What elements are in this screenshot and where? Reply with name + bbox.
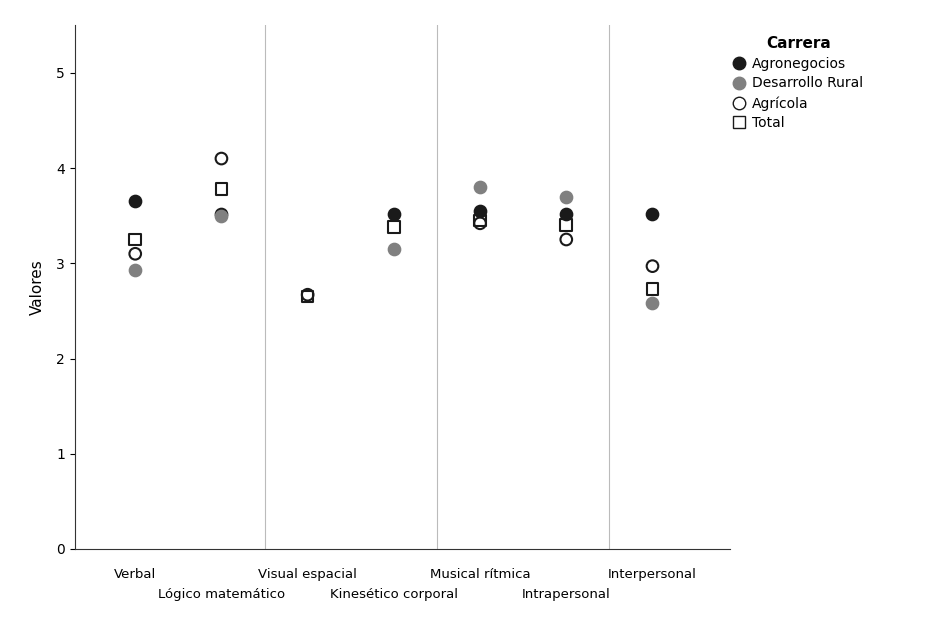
Point [473,218,488,228]
Text: Intrapersonal: Intrapersonal [522,588,610,601]
Text: Verbal: Verbal [114,569,156,581]
Point [645,298,660,309]
Point [127,235,142,245]
Text: Interpersonal: Interpersonal [608,569,697,581]
Point [214,153,229,163]
Point [300,292,315,302]
Point [214,184,229,194]
Point [127,249,142,259]
Point [645,261,660,271]
Point [387,244,402,254]
Text: Lógico matemático: Lógico matemático [158,588,285,601]
Point [559,220,574,230]
Point [473,215,488,225]
Point [473,182,488,192]
Point [559,209,574,219]
Point [559,235,574,245]
Text: Kinesético corporal: Kinesético corporal [329,588,458,601]
Point [214,211,229,221]
Point [300,290,315,300]
Point [473,206,488,216]
Point [127,196,142,206]
Point [559,192,574,202]
Point [387,209,402,219]
Point [645,284,660,294]
Point [127,265,142,275]
Text: Musical rítmica: Musical rítmica [430,569,531,581]
Legend: Agronegocios, Desarrollo Rural, Agrícola, Total: Agronegocios, Desarrollo Rural, Agrícola… [730,32,868,134]
Point [214,209,229,219]
Point [645,209,660,219]
Point [387,222,402,232]
Y-axis label: Valores: Valores [30,259,45,315]
Text: Visual espacial: Visual espacial [258,569,358,581]
